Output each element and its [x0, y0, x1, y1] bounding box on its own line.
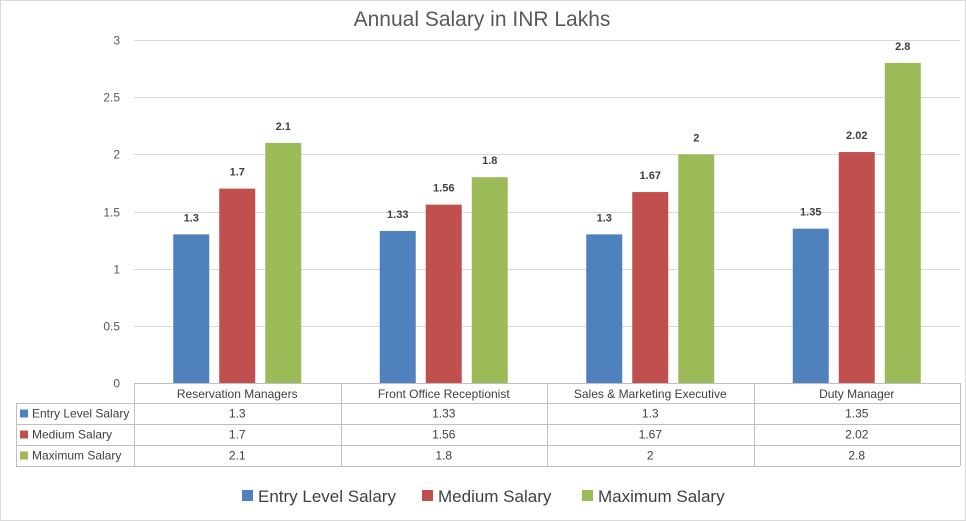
table-cell: 2.8	[848, 449, 865, 463]
y-tick-label: 2	[113, 148, 120, 162]
bar	[425, 204, 462, 383]
table-legend-key	[20, 409, 28, 418]
bar	[884, 62, 921, 383]
table-cell: 1.8	[435, 449, 452, 463]
legend-label: Medium Salary	[438, 487, 552, 506]
data-label: 1.3	[597, 212, 612, 224]
table-cell: 1.35	[845, 407, 869, 421]
bar	[792, 228, 829, 383]
table-row-label: Maximum Salary	[32, 449, 121, 463]
bar	[838, 152, 875, 383]
data-label: 1.7	[230, 167, 245, 179]
legend-label: Entry Level Salary	[258, 487, 396, 506]
data-label: 2	[693, 132, 699, 144]
x-category-label: Reservation Managers	[177, 387, 298, 401]
table-cell: 2	[647, 449, 654, 463]
data-label: 2.1	[276, 121, 291, 133]
table-row-label: Entry Level Salary	[32, 407, 129, 421]
data-label: 2.8	[895, 41, 910, 53]
data-label: 1.3	[184, 212, 199, 224]
table-row-label: Medium Salary	[32, 428, 112, 442]
bar	[379, 230, 416, 383]
y-tick-label: 0	[113, 377, 120, 391]
table-cell: 1.3	[642, 407, 659, 421]
table-cell: 2.02	[845, 428, 869, 442]
bar	[173, 234, 210, 383]
data-label: 1.8	[482, 155, 497, 167]
bar	[678, 154, 715, 383]
table-cell: 1.3	[229, 407, 246, 421]
bar	[265, 142, 302, 383]
table-cell: 2.1	[229, 449, 246, 463]
data-label: 1.56	[433, 183, 454, 195]
table-legend-key	[20, 451, 28, 460]
table-cell: 1.67	[639, 428, 663, 442]
data-label: 1.35	[800, 207, 821, 219]
x-category-label: Duty Manager	[819, 387, 894, 401]
chart-title: Annual Salary in INR Lakhs	[354, 8, 611, 31]
y-tick-label: 0.5	[103, 320, 120, 334]
data-label: 1.33	[387, 209, 408, 221]
y-tick-label: 1	[113, 263, 120, 277]
legend-key	[242, 490, 253, 501]
x-category-label: Sales & Marketing Executive	[574, 387, 727, 401]
table-cell: 1.56	[432, 428, 456, 442]
y-tick-label: 1.5	[103, 206, 120, 220]
legend-label: Maximum Salary	[598, 487, 725, 506]
table-cell: 1.33	[432, 407, 456, 421]
table-legend-key	[20, 430, 28, 439]
y-tick-label: 3	[113, 34, 120, 48]
legend-key	[422, 490, 433, 501]
data-label: 2.02	[846, 130, 867, 142]
legend-key	[582, 490, 593, 501]
table-cell: 1.7	[229, 428, 246, 442]
bar	[586, 234, 623, 383]
bar	[632, 192, 669, 383]
bar	[471, 177, 508, 383]
data-label: 1.67	[640, 170, 661, 182]
x-category-label: Front Office Receptionist	[378, 387, 511, 401]
bar	[219, 188, 256, 383]
y-tick-label: 2.5	[103, 91, 120, 105]
